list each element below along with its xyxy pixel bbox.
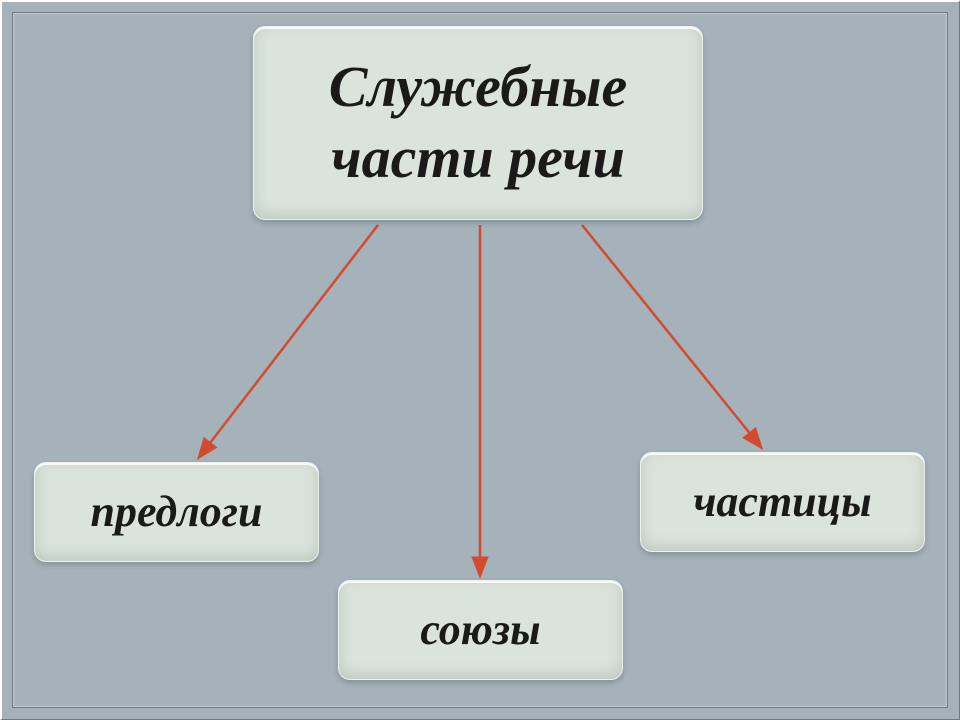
particles-node: частицы (640, 452, 925, 552)
particles-node-label: частицы (693, 475, 871, 529)
prepositions-node-label: предлоги (90, 485, 262, 539)
root-node-label: Служебные части речи (329, 52, 628, 194)
conjunctions-node: союзы (338, 580, 623, 680)
prepositions-node: предлоги (34, 462, 319, 562)
root-node: Служебные части речи (253, 26, 703, 220)
conjunctions-node-label: союзы (420, 603, 540, 657)
